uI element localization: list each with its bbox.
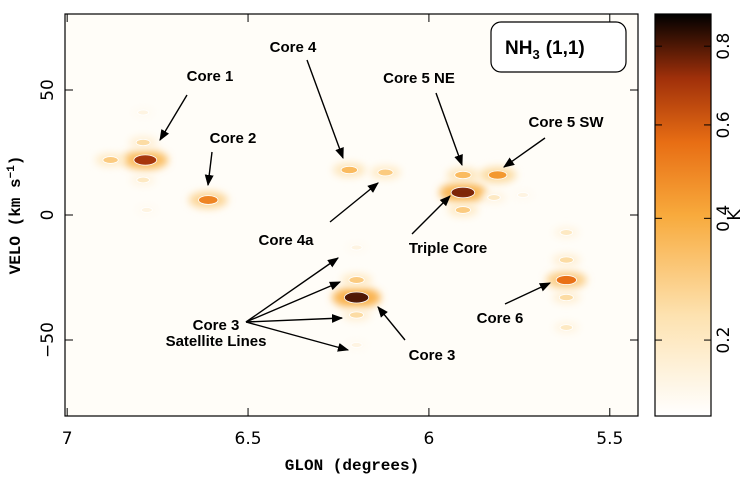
emission-core [198,195,219,205]
annotation: Core 5 SW [528,114,604,131]
emission-core [140,207,153,213]
badge-text: NH3 (1,1) [505,38,585,62]
emission-core [136,176,150,184]
colorbar [654,13,712,417]
emission-core [340,165,358,175]
arrow [329,182,379,223]
arrow [435,92,463,167]
y-title-part: VELO (km s [7,178,25,274]
x-tick-label: 7 [62,429,73,449]
emission-core [135,138,151,147]
arrow [503,137,546,168]
plot-area [65,14,638,416]
annotation: Core 4 [270,39,317,56]
emission-core [558,293,574,302]
emission-core [454,206,471,214]
emission-core [559,229,574,236]
emission-core [349,311,364,319]
arrow [204,151,214,187]
emission-core [450,186,476,199]
colorbar-tick-label: 0.6 [714,111,734,138]
x-tick-label: 6 [423,429,434,449]
annotation: Core 2 [210,130,257,147]
annotation: Satellite Lines [166,333,267,350]
x-tick-label: 6.5 [235,429,262,449]
arrow [411,195,451,235]
colorbar-tick-label: 0.2 [714,327,734,354]
y-tick-label: 50 [38,79,58,101]
annotation: Core 3 [193,317,240,334]
annotation: Core 1 [187,68,234,85]
colorbar-tick-label: 0.8 [714,33,734,60]
arrow [377,306,406,341]
arrow [245,313,344,323]
arrow [245,281,342,323]
emission-core [488,170,508,180]
y-title-part: ) [7,156,25,166]
annotation: Core 5 NE [383,70,455,87]
emission-core [133,154,158,166]
colorbar-title: K [725,209,745,221]
badge-species: NH [505,38,532,59]
annotation: Core 3 [409,347,456,364]
x-axis-title: GLON (degrees) [285,457,419,475]
arrow [306,59,344,160]
y-tick-label: −50 [38,322,58,358]
emission-core [559,324,574,331]
emission-core [348,276,365,284]
badge: NH3 (1,1) [490,21,627,73]
emission-core [555,275,577,285]
y-title-sup: −1 [6,165,18,179]
colorbar-tick-label: 0.4 [714,205,734,232]
annotation: Core 6 [477,310,524,327]
arrow [245,321,350,352]
marks-layer [95,107,587,350]
annotation: Triple Core [409,240,487,257]
emission-core [517,192,529,198]
arrow [159,94,188,141]
emission-core [558,256,574,264]
emission-core [344,291,370,304]
emission-core [487,194,501,201]
annotations: Core 1 Core 2 Core 4 Core 4a Core 5 NE C… [159,39,604,364]
emission-core [137,109,150,116]
emission-core [454,170,472,180]
badge-subscript: 3 [532,47,539,62]
emission-core [377,168,394,177]
badge-box [490,21,627,73]
emission-core [350,342,363,348]
emission-core [102,156,119,164]
emission-core [350,244,363,251]
y-axis-title: VELO (km s−1) [6,156,25,275]
arrow [245,257,339,323]
x-tick-label: 5.5 [596,429,623,449]
badge-transition: (1,1) [546,38,585,59]
annotation: Core 4a [258,232,314,249]
arrow [504,282,552,305]
y-tick-label: 0 [38,210,58,221]
